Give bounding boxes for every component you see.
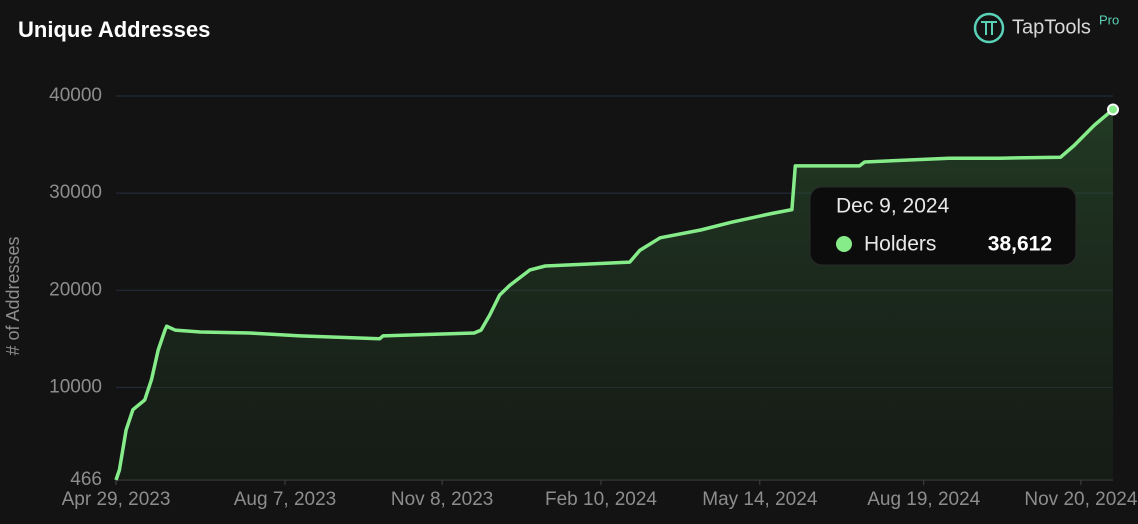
line [114, 108, 1115, 481]
x-tick-label: May 14, 2024 [702, 489, 818, 510]
highlight-point [1107, 103, 1119, 116]
tooltip: Dec 9, 2024 Holders 38,612 [809, 186, 1077, 266]
chart-title: Unique Addresses [18, 17, 210, 42]
y-tick-label: 10000 [49, 376, 102, 397]
x-tick-label: Aug 7, 2023 [234, 489, 336, 510]
tooltip-date: Dec 9, 2024 [836, 195, 950, 218]
tooltip-series: Holders [864, 233, 936, 256]
brand-logo [973, 12, 1005, 44]
tooltip-box [809, 186, 1077, 266]
x-tick-label: Nov 20, 2024 [1024, 489, 1137, 510]
tooltip-value: 38,612 [988, 233, 1052, 256]
brand-name: TapTools [1012, 16, 1091, 38]
tooltip-swatch [836, 236, 852, 252]
x-tick-label: Feb 10, 2024 [545, 489, 657, 510]
y-tick-label: 20000 [49, 279, 102, 300]
y-tick-label: 30000 [49, 182, 102, 203]
x-tick-label: Aug 19, 2024 [867, 489, 980, 510]
area [116, 109, 1113, 480]
x-tick-label: Apr 29, 2023 [62, 489, 171, 510]
y-tick-label: 40000 [49, 85, 102, 106]
y-axis-label: # of Addresses [3, 236, 23, 355]
x-tick-label: Nov 8, 2023 [391, 489, 493, 510]
brand-badge: Pro [1099, 12, 1119, 27]
y-tick-label: 466 [70, 469, 102, 490]
